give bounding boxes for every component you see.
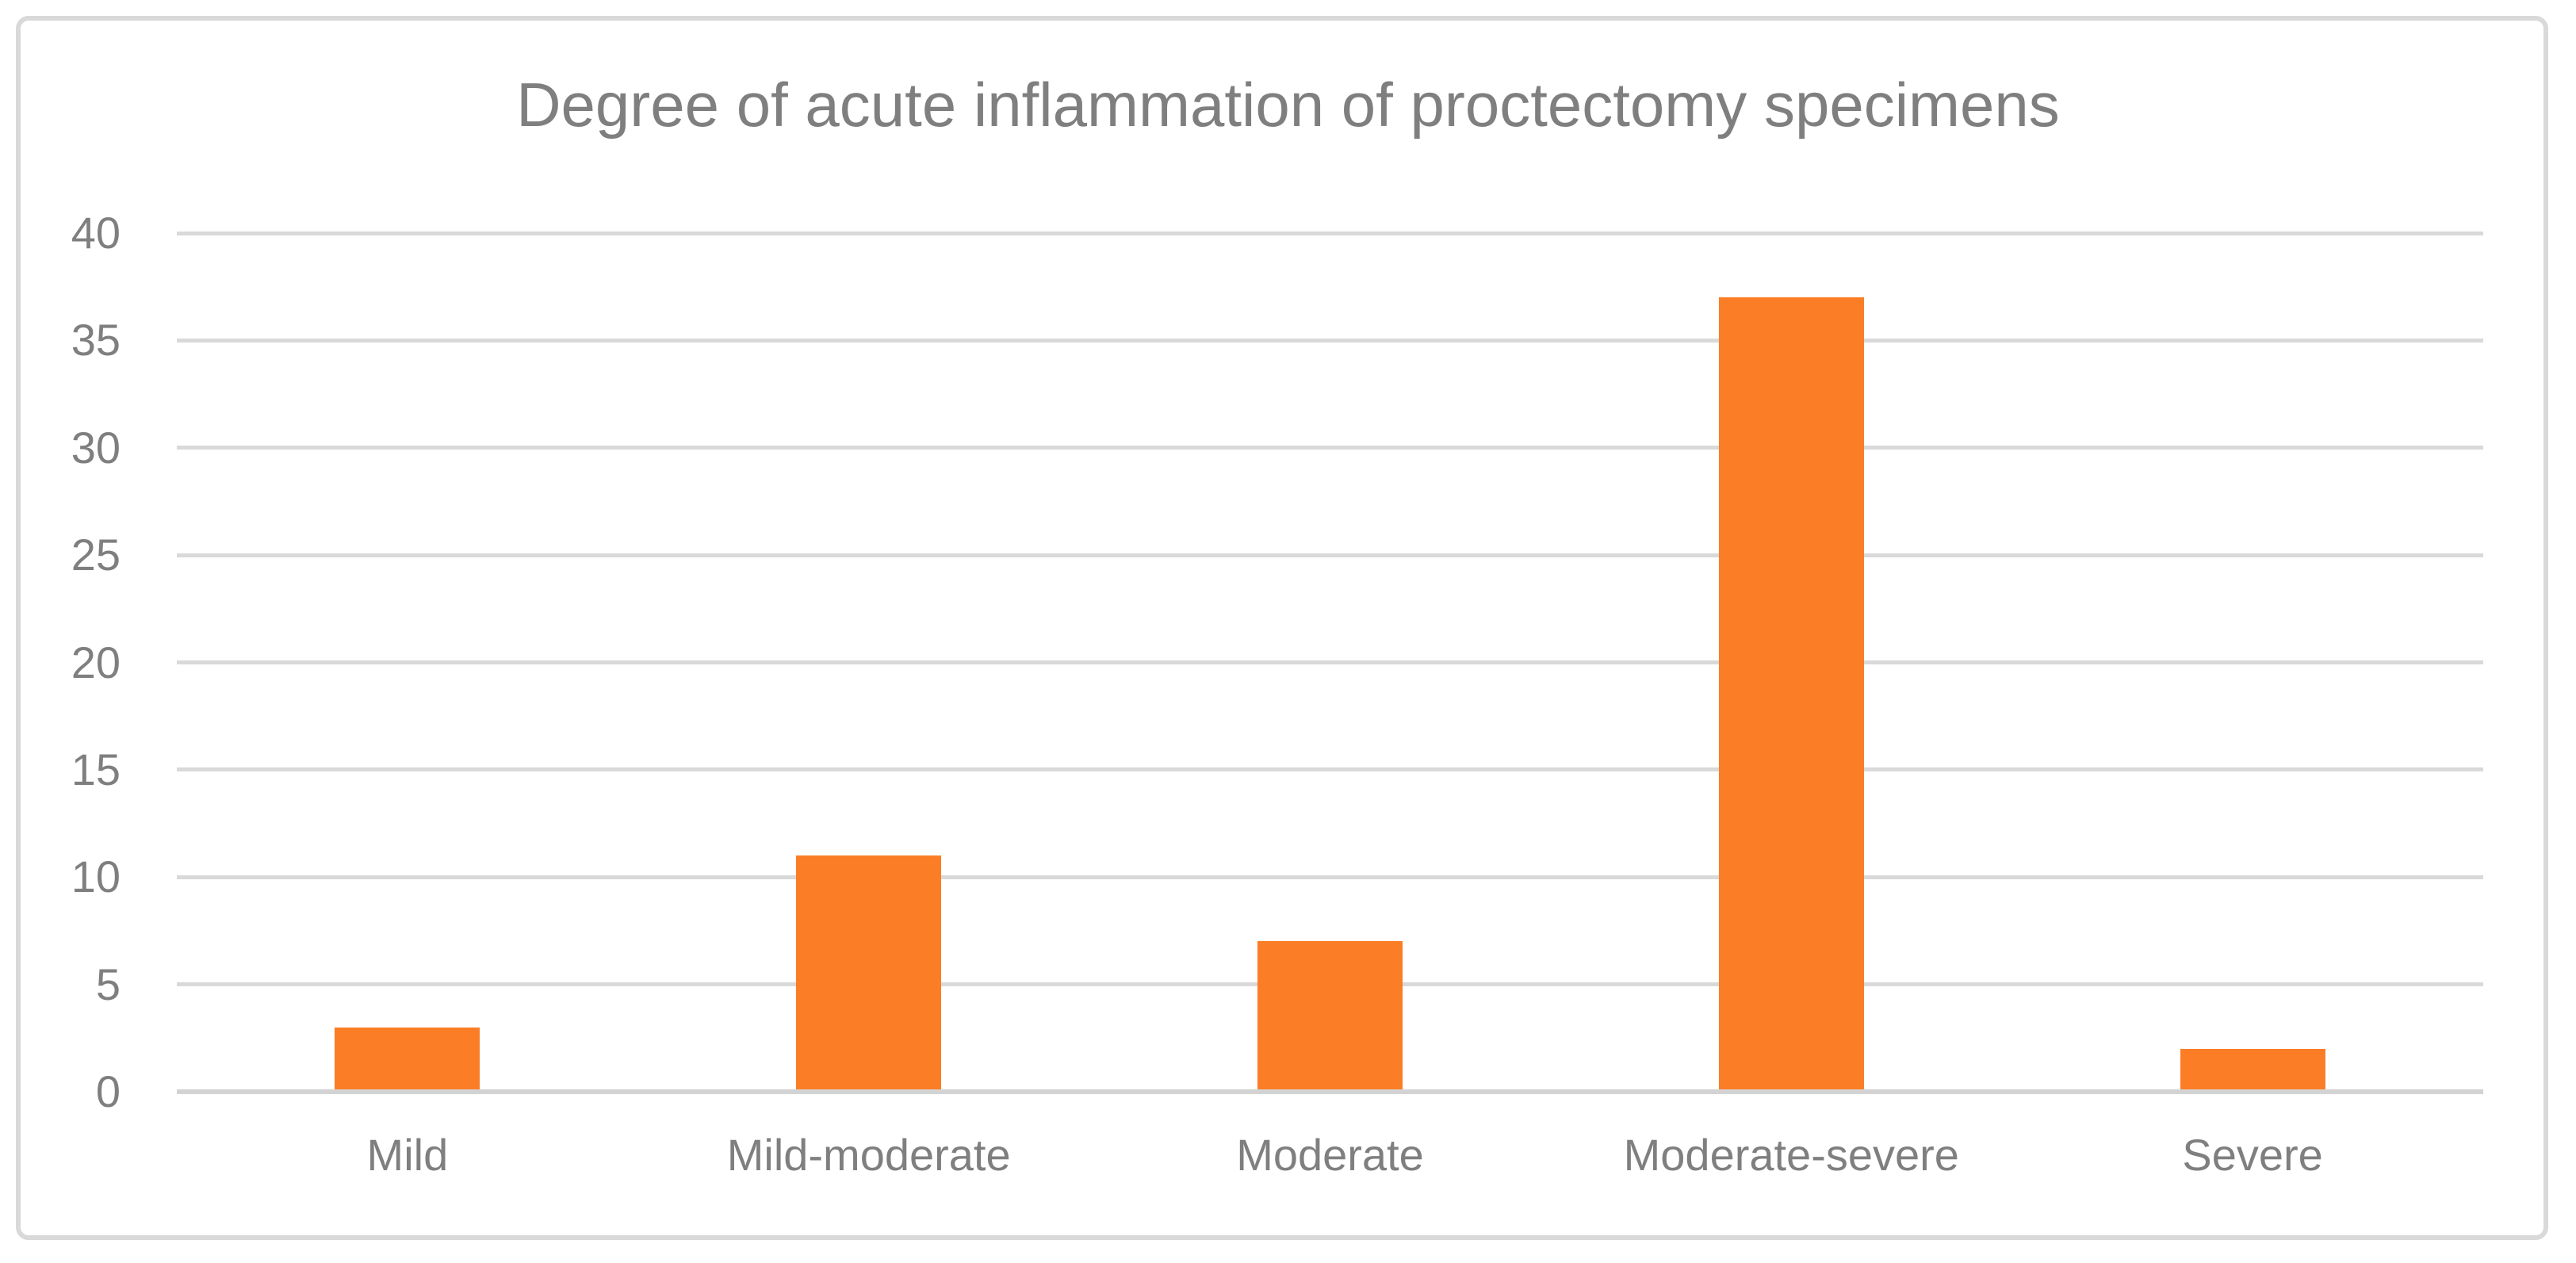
y-tick-label: 40 [71, 208, 121, 258]
y-tick-label: 5 [95, 959, 121, 1009]
bar [1257, 941, 1403, 1089]
y-tick-label: 10 [71, 852, 121, 902]
bar [796, 855, 942, 1089]
y-tick-label: 15 [71, 744, 121, 794]
y-tick-label: 35 [71, 315, 121, 366]
gridline [177, 338, 2483, 343]
gridline [177, 231, 2483, 235]
bar [2180, 1048, 2325, 1089]
x-category-label: Mild [366, 1130, 449, 1180]
gridline [177, 660, 2483, 664]
chart-title: Degree of acute inflammation of proctect… [516, 70, 2060, 140]
bar [1718, 297, 1864, 1089]
gridline [177, 767, 2483, 772]
y-tick-label: 0 [95, 1066, 121, 1116]
gridline [177, 446, 2483, 450]
y-tick-label: 20 [71, 637, 121, 687]
bar [335, 1027, 480, 1089]
x-category-label: Moderate-severe [1623, 1130, 1959, 1180]
gridline [177, 553, 2483, 557]
y-tick-label: 25 [71, 530, 121, 580]
x-axis-line [177, 1089, 2483, 1094]
x-category-label: Moderate [1236, 1130, 1424, 1180]
y-tick-label: 30 [71, 422, 121, 473]
x-category-label: Mild-moderate [726, 1130, 1011, 1180]
gridline [177, 875, 2483, 879]
x-category-label: Severe [2182, 1130, 2323, 1180]
